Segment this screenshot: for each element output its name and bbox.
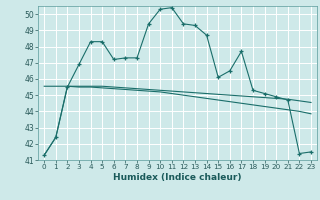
X-axis label: Humidex (Indice chaleur): Humidex (Indice chaleur) xyxy=(113,173,242,182)
